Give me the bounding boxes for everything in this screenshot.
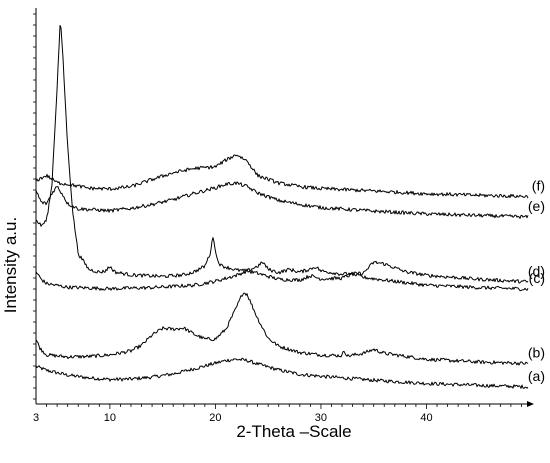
x-tick-label: 20: [209, 412, 221, 424]
x-tick-label: 40: [420, 412, 432, 424]
axes: [33, 8, 534, 409]
series-label: (a): [528, 368, 545, 384]
series-line-1: [35, 292, 529, 366]
x-tick-label: 10: [104, 412, 116, 424]
x-tick-label: 3: [33, 412, 39, 424]
x-ticks: 3 10 20 30 40: [33, 412, 433, 424]
series-labels: (a) (b) (c)(d) (e) (f): [528, 177, 545, 383]
series-label: (d): [528, 263, 545, 279]
x-axis-title: 2-Theta –Scale: [236, 422, 351, 441]
series-line-2: [35, 268, 529, 292]
x-tick-label: 30: [315, 412, 327, 424]
series-label: (c): [529, 270, 545, 286]
y-axis-title: Intensity a.u.: [1, 217, 20, 313]
series-label: (b): [528, 345, 545, 361]
x-axis-arrow: [527, 401, 534, 407]
series-line-4: [35, 181, 529, 219]
series-line-5: [35, 154, 529, 199]
series-label: (e): [528, 198, 545, 214]
series-line-3: [35, 24, 529, 284]
plot-lines: [35, 24, 529, 389]
series-line-0: [35, 357, 529, 389]
series-label: (f): [532, 177, 545, 193]
